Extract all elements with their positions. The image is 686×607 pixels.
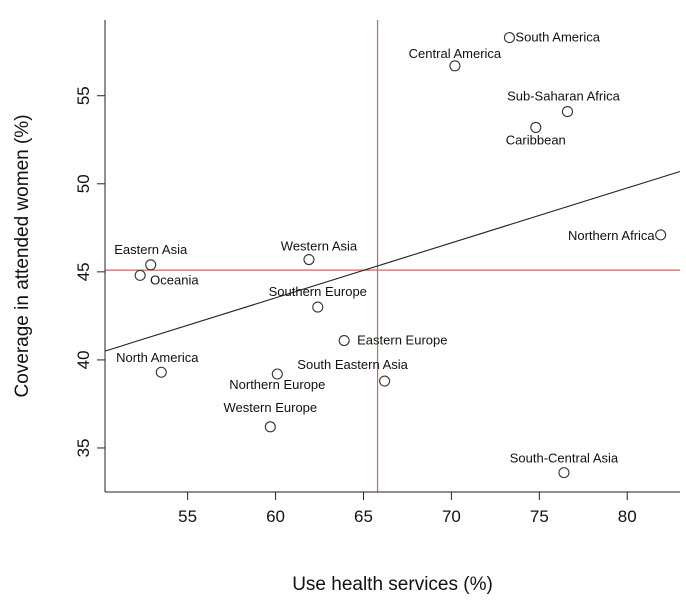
trend-line-layer xyxy=(104,170,681,352)
y-tick-label: 50 xyxy=(74,174,93,193)
data-point xyxy=(312,301,324,313)
data-point xyxy=(155,366,167,378)
x-axis-title: Use health services (%) xyxy=(292,574,493,595)
point-label: South America xyxy=(515,30,600,45)
point-label: Western Asia xyxy=(281,239,358,254)
data-point xyxy=(449,60,461,72)
y-tick-label: 45 xyxy=(74,262,93,281)
point-label: Oceania xyxy=(150,272,199,287)
x-tick-label: 60 xyxy=(266,507,285,526)
data-point xyxy=(145,259,157,271)
x-tick-label: 55 xyxy=(178,507,197,526)
data-point xyxy=(303,253,315,266)
point-label: North America xyxy=(116,350,199,365)
point-label: South-Central Asia xyxy=(510,451,619,466)
point-label: Central America xyxy=(409,46,502,61)
data-point xyxy=(655,229,667,241)
data-point xyxy=(264,421,276,433)
reference-lines-layer xyxy=(105,20,680,492)
y-tick-label: 40 xyxy=(74,350,93,369)
data-point xyxy=(561,106,574,118)
point-label: Northern Europe xyxy=(229,377,325,392)
axes-layer: 55 60 65 70 75 80 35 40 45 50 55 xyxy=(74,20,680,526)
points-layer xyxy=(134,32,667,479)
point-label: Eastern Europe xyxy=(357,333,447,348)
point-labels-layer: South America Central America Sub-Saharan … xyxy=(114,30,655,466)
data-point xyxy=(379,375,391,387)
y-tick-label: 55 xyxy=(74,86,93,105)
point-label: South Eastern Asia xyxy=(297,357,408,372)
trend-line xyxy=(104,170,681,352)
data-point xyxy=(134,269,146,281)
x-tick-label: 65 xyxy=(354,507,373,526)
point-label: Eastern Asia xyxy=(114,242,188,257)
point-label: Western Europe xyxy=(223,400,317,415)
point-label: Sub-Saharan Africa xyxy=(507,89,621,104)
x-tick-label: 80 xyxy=(618,507,637,526)
x-tick-label: 75 xyxy=(530,507,549,526)
data-point xyxy=(530,121,542,133)
y-tick-label: 35 xyxy=(74,439,93,458)
y-axis-title: Coverage in attended women (%) xyxy=(12,114,33,397)
point-label: Southern Europe xyxy=(269,284,367,299)
data-point xyxy=(338,334,350,347)
data-point xyxy=(558,467,570,479)
data-point xyxy=(503,32,515,44)
point-label: Caribbean xyxy=(506,132,566,147)
x-tick-label: 70 xyxy=(442,507,461,526)
data-point xyxy=(271,368,283,380)
point-label: Northern Africa xyxy=(568,228,655,243)
